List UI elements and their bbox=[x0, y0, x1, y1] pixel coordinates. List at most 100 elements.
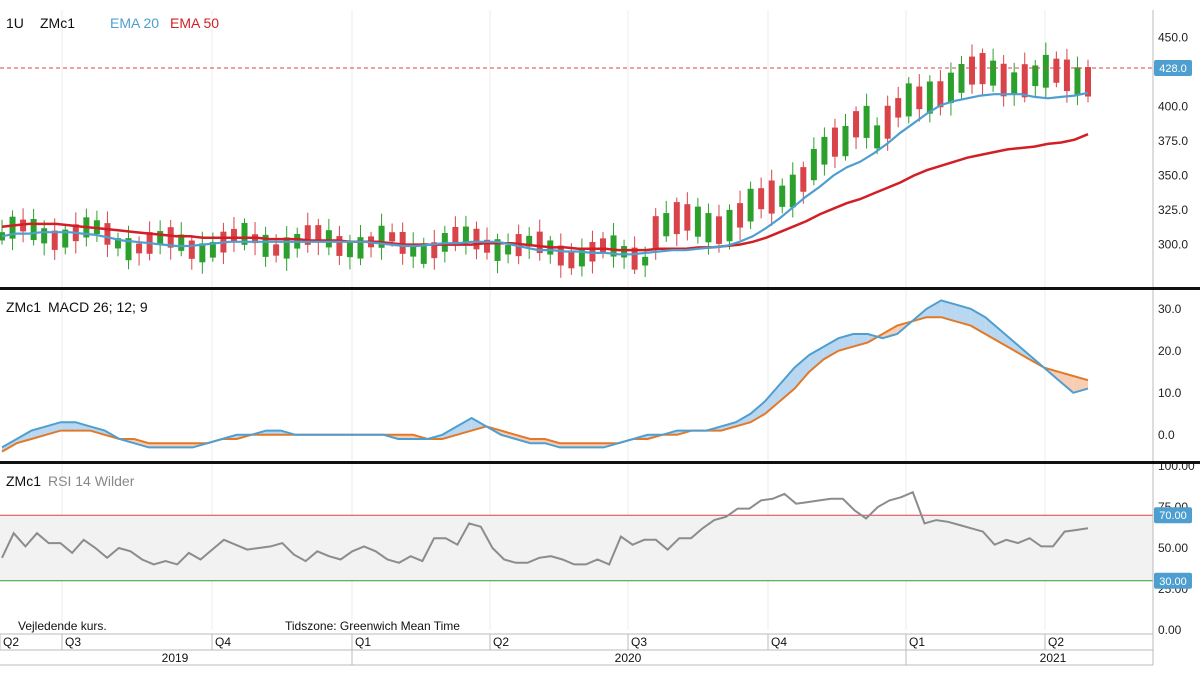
candle[interactable] bbox=[853, 106, 860, 150]
candle[interactable] bbox=[800, 161, 807, 204]
candle[interactable] bbox=[642, 246, 649, 278]
candle[interactable] bbox=[737, 190, 744, 240]
candle[interactable] bbox=[304, 212, 311, 253]
price-panel[interactable] bbox=[0, 42, 1153, 278]
candle[interactable] bbox=[51, 218, 58, 260]
candle[interactable] bbox=[125, 225, 132, 270]
quarter-label: Q2 bbox=[3, 635, 19, 649]
candle[interactable] bbox=[494, 233, 501, 274]
candle[interactable] bbox=[863, 93, 870, 149]
macd-panel[interactable] bbox=[1, 299, 1089, 453]
candle-body bbox=[167, 227, 174, 248]
candle[interactable] bbox=[262, 226, 269, 267]
candle[interactable] bbox=[557, 233, 564, 278]
candle[interactable] bbox=[136, 236, 143, 266]
candle[interactable] bbox=[526, 227, 533, 259]
candle[interactable] bbox=[368, 231, 375, 258]
candle-body bbox=[473, 228, 480, 250]
candle[interactable] bbox=[420, 237, 427, 269]
candle[interactable] bbox=[599, 232, 606, 259]
candle-body bbox=[979, 53, 986, 85]
candle[interactable] bbox=[779, 178, 786, 214]
candle-body bbox=[9, 216, 16, 239]
candle[interactable] bbox=[452, 216, 459, 252]
candle[interactable] bbox=[1011, 62, 1018, 106]
candle[interactable] bbox=[884, 95, 891, 151]
candle[interactable] bbox=[578, 238, 585, 277]
candle[interactable] bbox=[536, 219, 543, 261]
candle[interactable] bbox=[0, 219, 5, 245]
candle[interactable] bbox=[1000, 55, 1007, 107]
candle[interactable] bbox=[916, 74, 923, 122]
candle[interactable] bbox=[315, 218, 322, 256]
candle[interactable] bbox=[831, 118, 838, 169]
candle[interactable] bbox=[114, 232, 121, 257]
candle[interactable] bbox=[842, 114, 849, 161]
candle[interactable] bbox=[9, 210, 16, 251]
candle-body bbox=[125, 238, 132, 261]
candle[interactable] bbox=[631, 236, 638, 274]
rsi-panel[interactable] bbox=[0, 490, 1153, 582]
candle[interactable] bbox=[726, 204, 733, 250]
candle[interactable] bbox=[694, 197, 701, 244]
candle[interactable] bbox=[663, 200, 670, 242]
rsi-line[interactable] bbox=[1, 490, 1089, 566]
candle[interactable] bbox=[673, 197, 680, 247]
candle[interactable] bbox=[1053, 51, 1060, 88]
candle[interactable] bbox=[378, 213, 385, 260]
candle[interactable] bbox=[937, 70, 944, 116]
candle[interactable] bbox=[410, 232, 417, 269]
ema50-line[interactable] bbox=[1, 133, 1089, 252]
macd-fill-segment bbox=[867, 334, 883, 343]
candle[interactable] bbox=[947, 62, 954, 116]
candle[interactable] bbox=[188, 235, 195, 270]
candle[interactable] bbox=[969, 44, 976, 94]
candle[interactable] bbox=[1063, 48, 1070, 103]
candle[interactable] bbox=[990, 48, 997, 92]
candle-body bbox=[431, 242, 438, 259]
macd-line[interactable] bbox=[1, 299, 1089, 449]
candle[interactable] bbox=[505, 233, 512, 264]
candle[interactable] bbox=[895, 86, 902, 128]
candle-body bbox=[937, 81, 944, 108]
candle[interactable] bbox=[157, 220, 164, 255]
candle[interactable] bbox=[431, 229, 438, 270]
candle[interactable] bbox=[357, 224, 364, 266]
candle[interactable] bbox=[62, 225, 69, 255]
candle[interactable] bbox=[93, 210, 100, 242]
candle[interactable] bbox=[1032, 59, 1039, 98]
candle[interactable] bbox=[178, 222, 185, 257]
candle[interactable] bbox=[146, 221, 153, 261]
candle[interactable] bbox=[810, 137, 817, 186]
candle[interactable] bbox=[705, 203, 712, 255]
ema20-line[interactable] bbox=[1, 91, 1089, 256]
candle[interactable] bbox=[610, 222, 617, 268]
candle[interactable] bbox=[283, 226, 290, 271]
candle[interactable] bbox=[979, 48, 986, 97]
candle[interactable] bbox=[230, 216, 237, 253]
candle[interactable] bbox=[758, 177, 765, 219]
candle[interactable] bbox=[874, 117, 881, 155]
candle[interactable] bbox=[325, 218, 332, 256]
candle[interactable] bbox=[821, 127, 828, 176]
candle[interactable] bbox=[926, 75, 933, 123]
candle[interactable] bbox=[684, 192, 691, 241]
candle[interactable] bbox=[473, 221, 480, 260]
candle[interactable] bbox=[768, 169, 775, 226]
candle[interactable] bbox=[41, 220, 48, 256]
candle[interactable] bbox=[1042, 42, 1049, 100]
candle[interactable] bbox=[715, 204, 722, 253]
candle[interactable] bbox=[958, 55, 965, 101]
candle[interactable] bbox=[336, 225, 343, 266]
candle[interactable] bbox=[241, 218, 248, 251]
signal-line[interactable] bbox=[1, 316, 1089, 453]
candle[interactable] bbox=[1085, 59, 1091, 103]
candle[interactable] bbox=[747, 181, 754, 230]
candle[interactable] bbox=[104, 211, 111, 258]
candle[interactable] bbox=[30, 208, 37, 246]
macd-fill-segment bbox=[456, 418, 472, 435]
candle[interactable] bbox=[167, 219, 174, 260]
candle[interactable] bbox=[1074, 56, 1081, 106]
candle[interactable] bbox=[905, 76, 912, 124]
candle[interactable] bbox=[462, 215, 469, 255]
